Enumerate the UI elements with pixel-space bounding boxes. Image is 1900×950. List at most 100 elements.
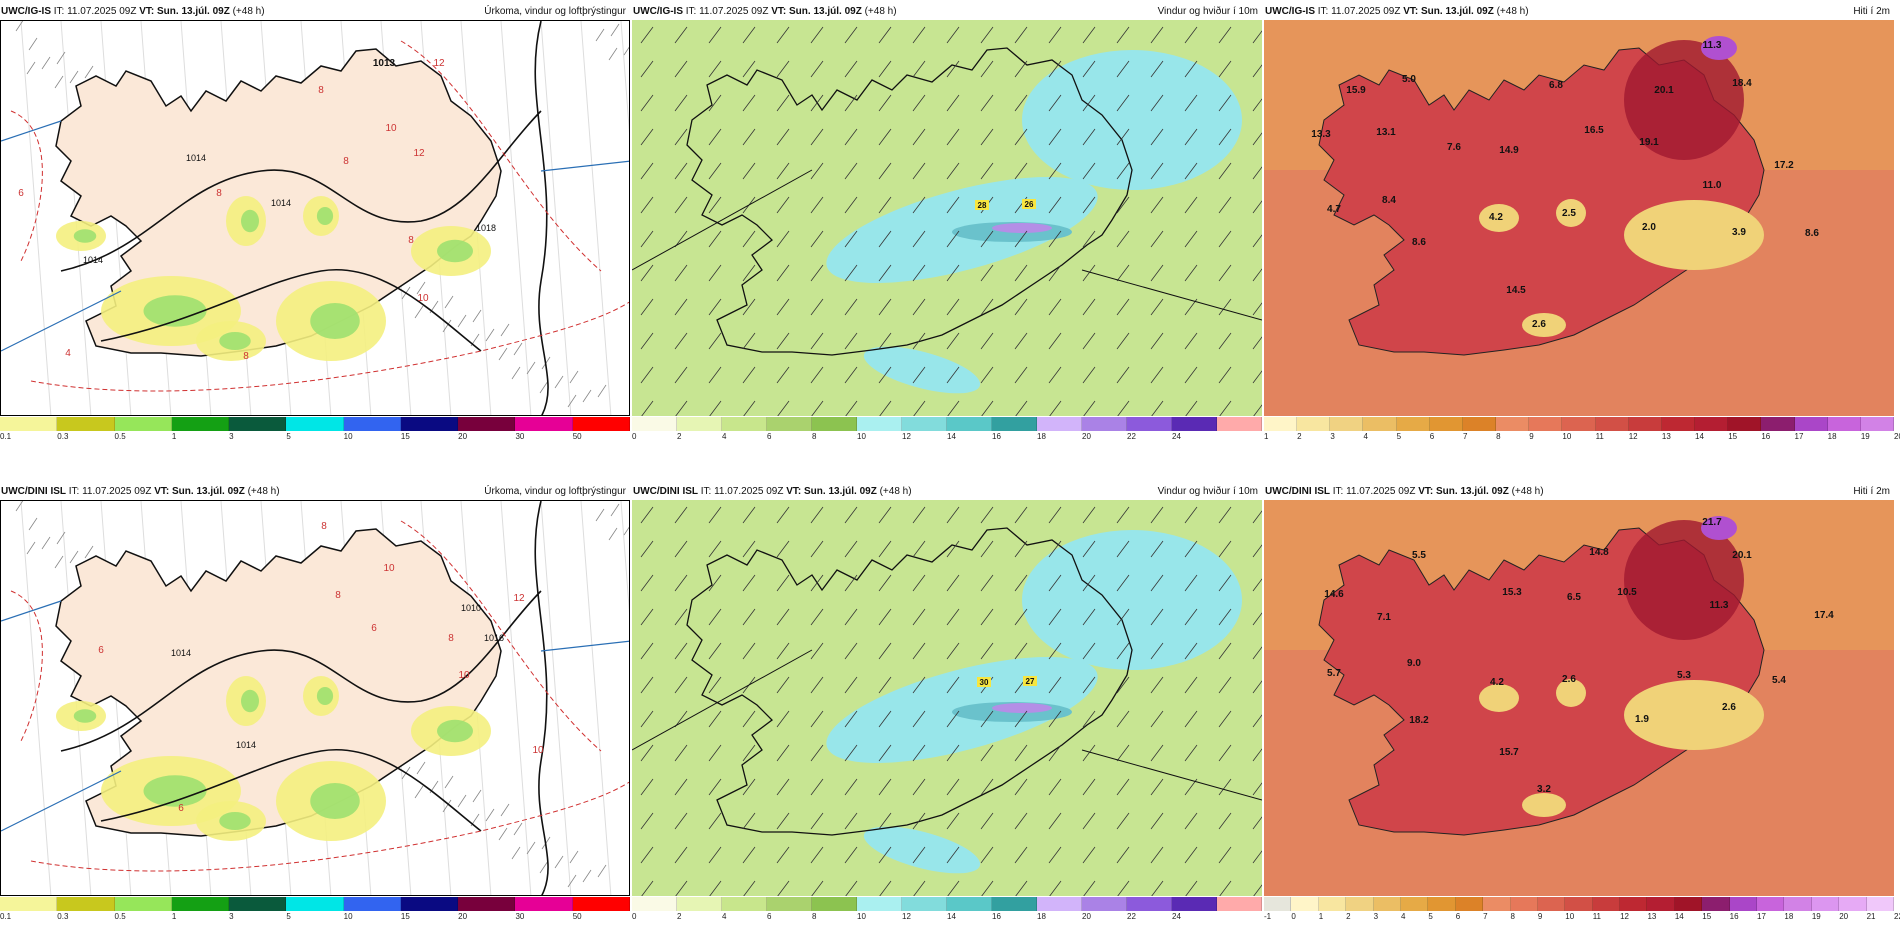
wind-arrow — [1014, 94, 1028, 112]
map-panel-4: UWC/DINI ISL IT: 11.07.2025 09Z VT: Sun.… — [0, 482, 630, 930]
wind-arrow — [1048, 506, 1062, 524]
wind-arrow — [1014, 128, 1028, 146]
wind-arrow — [1252, 30, 1262, 44]
wind-arrow — [708, 710, 722, 728]
wind-arrow — [640, 60, 654, 78]
wind-arrow — [844, 26, 858, 44]
wind-arrow — [641, 880, 654, 896]
wind-arrow — [810, 506, 824, 524]
colorbar-swatch — [857, 417, 902, 431]
wind-arrow — [980, 94, 994, 112]
temperature-contour — [30, 781, 629, 872]
colorbar-tick-label: 22 — [1127, 432, 1136, 441]
wind-arrow — [1014, 574, 1028, 592]
glacier-cool-area — [1522, 313, 1566, 337]
wind-arrow — [1252, 748, 1262, 762]
colorbar-swatch — [1860, 417, 1894, 431]
wind-arrow — [1015, 400, 1028, 416]
valid-time: Sun. 13.júl. 09Z — [804, 486, 877, 497]
wind-arrow — [912, 778, 926, 796]
colorbar-swatch — [0, 417, 58, 431]
wind-arrow — [708, 744, 722, 762]
boundary-line — [1, 600, 62, 622]
colorbar-swatch — [947, 897, 992, 911]
wind-arrow — [1048, 710, 1062, 728]
map-value-label: 10.5 — [1617, 587, 1637, 598]
wind-arrow — [845, 400, 858, 416]
wind-arrow — [1048, 332, 1062, 350]
wind-arrow — [1150, 60, 1164, 78]
map-value-label: 8.4 — [1382, 195, 1396, 206]
wind-arrow — [1150, 94, 1164, 112]
wind-arrow — [674, 574, 688, 592]
colorbar-swatch — [515, 897, 573, 911]
colorbar-tick-label: -1 — [1264, 912, 1272, 921]
map-value-label: 8.6 — [1412, 237, 1426, 248]
wind-arrow — [1151, 880, 1164, 896]
wind-arrow — [844, 744, 858, 762]
valid-time: Sun. 13.júl. 09Z — [1436, 486, 1509, 497]
colorbar — [1264, 417, 1894, 431]
wind-arrow — [810, 230, 824, 248]
wind-arrow — [1014, 230, 1028, 248]
wind-arrow — [810, 846, 824, 864]
wind-arrow — [878, 642, 892, 660]
colorbar-swatch — [1346, 897, 1374, 911]
wind-arrow — [708, 540, 722, 558]
wind-arrow — [1150, 574, 1164, 592]
map-view[interactable]: 1013 1014 1014 1014 1018 12 8 10 12 8 6 8 8 10 4 8 — [0, 20, 630, 416]
wind-arrow — [1116, 94, 1130, 112]
map-value-label: 14.8 — [1589, 547, 1609, 558]
colorbar-swatch — [1037, 417, 1082, 431]
valid-time-label: VT: — [771, 6, 787, 17]
wind-arrow — [674, 162, 688, 180]
colorbar-swatch — [515, 417, 573, 431]
wind-arrow — [1048, 26, 1062, 44]
colorbar-swatch — [1330, 417, 1364, 431]
map-value-label: 2.6 — [1562, 674, 1576, 685]
wind-arrow — [640, 230, 654, 248]
wind-arrow — [674, 332, 688, 350]
map-value-label: 20.1 — [1654, 85, 1674, 96]
wind-arrow — [1184, 574, 1198, 592]
colorbar-tick-label: 14 — [947, 912, 956, 921]
panel-header: UWC/DINI ISL IT: 11.07.2025 09Z VT: Sun.… — [632, 482, 1262, 502]
map-view[interactable]: 28 26 — [632, 20, 1262, 416]
wind-arrow — [913, 400, 926, 416]
isobar — [100, 268, 482, 352]
colorbar-tick-label: 16 — [992, 912, 1001, 921]
colorbar-swatch — [1620, 897, 1648, 911]
map-value-label: 5.4 — [1772, 675, 1786, 686]
panel-title: Úrkoma, vindur og loftþrýstingur — [484, 6, 626, 17]
map-view[interactable]: 11.3 5.0 15.9 6.8 20.1 18.4 13.3 13.1 16.5 19.1 7.… — [1264, 20, 1894, 416]
map-view[interactable]: 30 27 — [632, 500, 1262, 896]
map-view[interactable]: 1014 1014 1016 1010 8 10 12 8 6 8 6 10 10 6 — [0, 500, 630, 896]
wind-arrow — [1048, 778, 1062, 796]
map-value-label: 10 — [383, 563, 395, 574]
wind-arrow — [912, 506, 926, 524]
wind-arrow — [810, 608, 824, 626]
wind-arrow — [742, 744, 756, 762]
wind-arrow — [878, 608, 892, 626]
boundary-line — [540, 640, 629, 652]
map-labels: 1013 1014 1014 1014 1018 12 8 10 12 8 6 8 8 10 4 8 — [18, 58, 496, 362]
panel-run-info: UWC/IG-IS IT: 11.07.2025 09Z VT: Sun. 13… — [633, 2, 897, 22]
wind-arrow — [1150, 162, 1164, 180]
map-view[interactable]: 21.7 5.5 14.8 20.1 14.6 15.3 6.5 10.5 11.3 17.4 7.… — [1264, 500, 1894, 896]
wind-arrow — [742, 162, 756, 180]
glacier-cool-area — [1556, 679, 1586, 707]
wind-arrow — [1049, 400, 1062, 416]
wind-arrow — [1184, 506, 1198, 524]
wind-arrow — [844, 162, 858, 180]
map-value-label: 16.5 — [1584, 125, 1604, 136]
wind-arrow — [1082, 94, 1096, 112]
wind-arrow — [640, 196, 654, 214]
wind-arrow — [1048, 196, 1062, 214]
wind-arrow — [1218, 676, 1232, 694]
wind-arrow — [913, 880, 926, 896]
wind-arrow — [1252, 714, 1262, 728]
wind-arrow — [742, 298, 756, 316]
wind-arrow — [1014, 710, 1028, 728]
